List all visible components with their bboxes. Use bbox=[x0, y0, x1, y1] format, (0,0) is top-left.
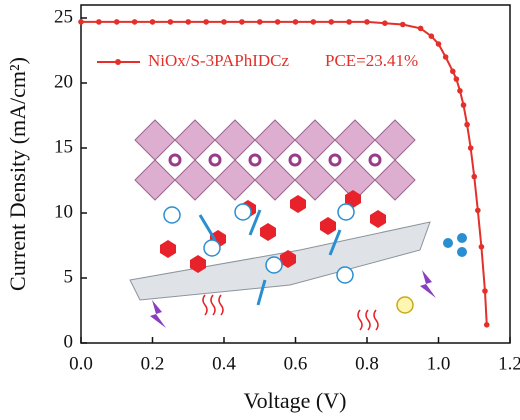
y-tick-label: 0 bbox=[64, 331, 74, 352]
point bbox=[471, 173, 478, 180]
point bbox=[167, 19, 174, 25]
x-tick-label: 0.0 bbox=[69, 353, 93, 374]
line bbox=[81, 20, 488, 325]
point bbox=[464, 121, 470, 128]
bolts bbox=[150, 270, 436, 328]
water-drops bbox=[443, 233, 467, 257]
y-tick-label: 5 bbox=[64, 266, 74, 287]
point bbox=[96, 19, 102, 25]
point bbox=[435, 41, 442, 47]
octahedra-layer bbox=[134, 119, 416, 201]
inset-illustration bbox=[129, 119, 467, 331]
point bbox=[274, 19, 281, 25]
point bbox=[203, 19, 209, 25]
bulb bbox=[396, 296, 414, 314]
x-tick-label: 1.2 bbox=[498, 353, 520, 374]
x-axis-title: Voltage (V) bbox=[244, 388, 347, 413]
x-tick-label: 0.6 bbox=[284, 353, 308, 374]
x-tick-label: 0.2 bbox=[141, 353, 165, 374]
point bbox=[460, 102, 467, 108]
point bbox=[328, 19, 335, 25]
point bbox=[457, 88, 463, 94]
point bbox=[399, 21, 406, 28]
holes bbox=[163, 203, 355, 284]
annotation: PCE=23.41% bbox=[325, 51, 418, 70]
x-tick-label: 0.8 bbox=[355, 353, 379, 374]
point bbox=[417, 25, 424, 32]
point bbox=[483, 322, 490, 328]
point bbox=[382, 20, 388, 27]
y-tick-label: 10 bbox=[54, 201, 73, 222]
point bbox=[478, 244, 485, 250]
point bbox=[131, 19, 138, 25]
point bbox=[453, 76, 460, 82]
y-tick-label: 20 bbox=[54, 71, 73, 92]
point bbox=[78, 19, 84, 25]
point bbox=[113, 19, 120, 25]
point bbox=[346, 19, 352, 25]
cations bbox=[168, 153, 382, 167]
legend-marker bbox=[115, 59, 121, 65]
point bbox=[239, 19, 245, 25]
point bbox=[428, 33, 435, 39]
point bbox=[442, 54, 449, 60]
y-tick-label: 15 bbox=[54, 136, 73, 157]
x-tick-label: 0.4 bbox=[212, 353, 236, 374]
point bbox=[292, 19, 299, 25]
point bbox=[450, 68, 456, 75]
point bbox=[221, 19, 227, 25]
point bbox=[256, 19, 263, 25]
point bbox=[364, 19, 370, 25]
y-tick-label: 25 bbox=[54, 6, 73, 27]
point bbox=[310, 19, 317, 25]
point bbox=[475, 207, 481, 214]
heat bbox=[202, 294, 379, 331]
x-tick-label: 1.0 bbox=[427, 353, 451, 374]
point bbox=[482, 288, 488, 294]
legend-label: NiOx/S-3PAPhIDCz bbox=[148, 51, 290, 70]
point bbox=[149, 19, 156, 25]
arrows bbox=[198, 209, 342, 306]
y-axis-title: Current Density (mA/cm²) bbox=[5, 57, 30, 291]
point bbox=[185, 19, 192, 25]
point bbox=[467, 145, 474, 151]
